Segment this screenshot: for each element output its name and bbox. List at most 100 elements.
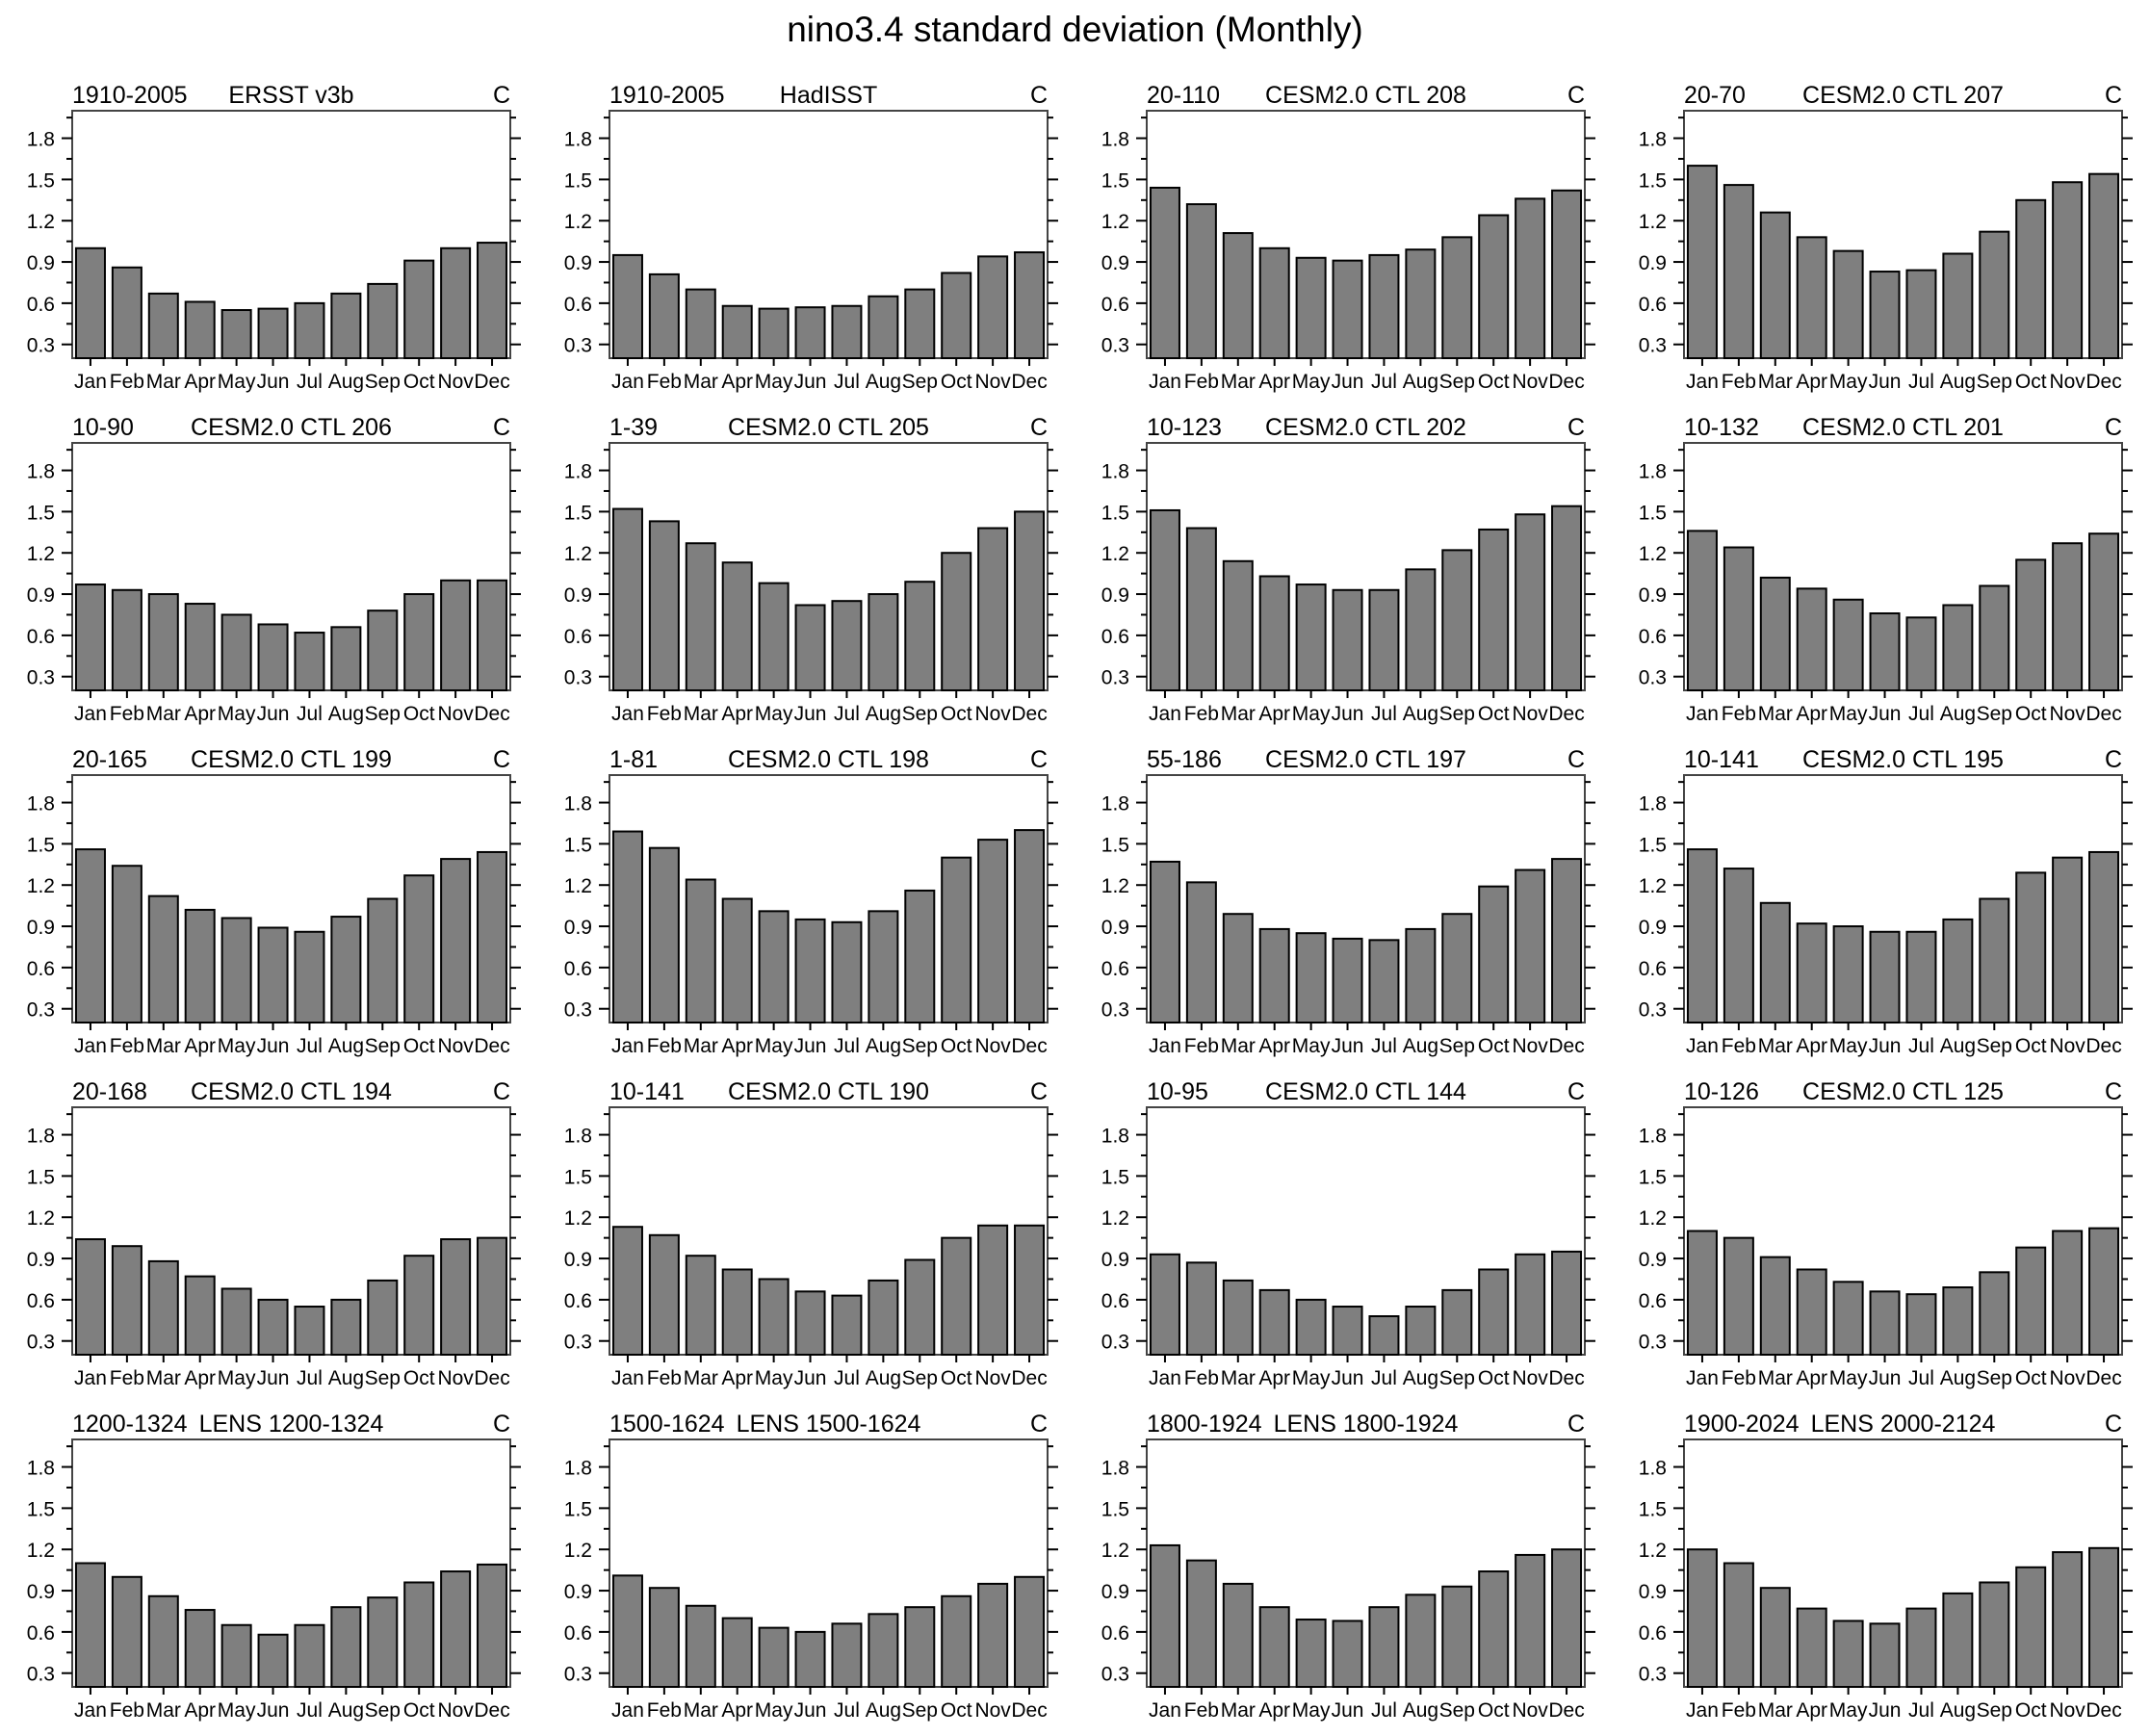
bar-mar: [147, 894, 179, 1023]
bar-nov: [2052, 542, 2084, 691]
bar-sep: [1979, 897, 2010, 1023]
x-tick-label: Jul: [1371, 1367, 1397, 1389]
y-tick-label: 1.5: [27, 169, 55, 192]
plot-frame: [609, 1106, 1049, 1356]
bar-nov: [2052, 856, 2084, 1023]
bar-dec: [1551, 1548, 1583, 1688]
plot-frame: [1683, 774, 2123, 1023]
bar-aug: [1942, 1592, 1974, 1689]
x-tick-label: Jun: [1869, 371, 1902, 393]
panel-range-label: 55-186: [1147, 746, 1222, 773]
x-tick-label: Sep: [365, 1035, 401, 1057]
panel-chart: 10-141 CESM2.0 CTL 195 C 0.3 0.6 0.9 1.2 1.5 1.8…: [1639, 746, 2133, 1057]
panel-chart: 1-81 CESM2.0 CTL 198 C 0.3 0.6 0.9 1.2 1.5 1.8 Ja…: [564, 746, 1058, 1057]
x-tick-label: Dec: [474, 703, 509, 725]
x-tick-label: Nov: [2049, 1367, 2085, 1389]
y-tick-label: 0.3: [1101, 667, 1129, 689]
x-tick-label: Feb: [1722, 1367, 1756, 1389]
bar-jan: [611, 507, 643, 691]
y-tick-label: 1.8: [564, 1458, 592, 1480]
x-tick-label: Jun: [794, 1699, 827, 1722]
bar-dec: [477, 1236, 508, 1356]
y-tick-label: 1.5: [1639, 502, 1667, 524]
x-tick-label: Jan: [611, 1699, 644, 1722]
bar-apr: [721, 304, 753, 359]
x-tick-label: Nov: [437, 371, 474, 393]
x-tick-label: Mar: [1221, 1035, 1256, 1057]
bar-nov: [440, 858, 472, 1023]
panel-range-label: 1-39: [609, 414, 658, 441]
bar-jun: [257, 926, 289, 1024]
x-tick-label: Sep: [1439, 1699, 1475, 1722]
x-tick-label: Apr: [1796, 1367, 1827, 1389]
x-tick-label: Jul: [834, 1367, 860, 1389]
bar-sep: [367, 282, 399, 359]
bar-oct: [403, 1255, 435, 1356]
y-tick-label: 0.6: [564, 958, 592, 980]
bar-jun: [794, 604, 826, 692]
x-tick-label: Sep: [1977, 703, 2012, 725]
panel-dataset-label: CESM2.0 CTL 190: [728, 1078, 929, 1105]
x-tick-label: Mar: [1221, 371, 1256, 393]
x-tick-label: Dec: [2085, 1699, 2121, 1722]
x-tick-label: Aug: [1940, 1367, 1976, 1389]
bar-mar: [1759, 211, 1791, 359]
x-tick-label: May: [1292, 1035, 1331, 1057]
plot-frame: [609, 1438, 1049, 1688]
bar-aug: [868, 295, 899, 359]
bar-oct: [1478, 1570, 1510, 1688]
panel-unit-label: C: [1567, 414, 1585, 441]
x-tick-label: Feb: [1722, 703, 1756, 725]
x-tick-label: May: [218, 1035, 256, 1057]
x-tick-label: Jul: [297, 1699, 323, 1722]
bar-aug: [1942, 918, 1974, 1024]
bar-jun: [257, 1633, 289, 1688]
panel-dataset-label: CESM2.0 CTL 197: [1265, 746, 1466, 773]
bar-apr: [1796, 1607, 1827, 1688]
panel-dataset-label: CESM2.0 CTL 199: [191, 746, 392, 773]
y-tick-label: 1.8: [1639, 461, 1667, 483]
bar-dec: [1551, 505, 1583, 691]
panel-range-label: 10-95: [1147, 1078, 1208, 1105]
x-tick-label: Jan: [1149, 1367, 1181, 1389]
y-tick-label: 0.6: [1639, 626, 1667, 648]
bar-dec: [1551, 1250, 1583, 1357]
bar-oct: [1478, 214, 1510, 359]
panel-range-label: 10-141: [1684, 746, 1759, 773]
bar-jan: [74, 848, 106, 1023]
bar-sep: [1979, 1271, 2010, 1356]
x-tick-label: Nov: [1512, 1699, 1548, 1722]
y-tick-label: 1.5: [1639, 1498, 1667, 1520]
x-tick-label: Aug: [1940, 1035, 1976, 1057]
bar-may: [1295, 1619, 1327, 1689]
x-tick-label: Jun: [1332, 1035, 1364, 1057]
x-tick-label: Jun: [257, 371, 290, 393]
plot-frame: [609, 442, 1049, 691]
y-tick-label: 1.2: [1639, 543, 1667, 565]
bar-may: [1832, 598, 1864, 691]
y-tick-label: 1.2: [1639, 1207, 1667, 1230]
bar-jun: [794, 306, 826, 360]
x-tick-label: Jun: [257, 1367, 290, 1389]
x-tick-label: Dec: [2085, 703, 2121, 725]
x-tick-label: Aug: [866, 703, 901, 725]
x-tick-label: Apr: [1258, 703, 1290, 725]
bar-jan: [1686, 530, 1718, 691]
x-tick-label: Jul: [297, 1035, 323, 1057]
y-tick-label: 0.3: [1639, 1664, 1667, 1686]
chart-panel: 1900-2024 LENS 2000-2124 C 0.3 0.6 0.9 1.2 1.5 1…: [1612, 1396, 2149, 1728]
y-tick-label: 1.8: [1639, 1458, 1667, 1480]
panel-chart: 10-141 CESM2.0 CTL 190 C 0.3 0.6 0.9 1.2 1.5 1.8…: [564, 1078, 1058, 1389]
y-tick-label: 0.3: [27, 1664, 55, 1686]
y-tick-label: 1.8: [1101, 1458, 1129, 1480]
x-tick-label: Apr: [721, 1367, 753, 1389]
panel-unit-label: C: [2105, 82, 2122, 109]
y-tick-label: 0.3: [564, 667, 592, 689]
bar-apr: [1258, 246, 1290, 359]
bar-feb: [111, 266, 142, 359]
y-tick-label: 0.6: [1639, 1622, 1667, 1645]
bar-may: [758, 307, 790, 360]
bar-jul: [294, 930, 325, 1023]
x-tick-label: Apr: [1258, 1035, 1290, 1057]
y-tick-label: 0.3: [564, 335, 592, 357]
